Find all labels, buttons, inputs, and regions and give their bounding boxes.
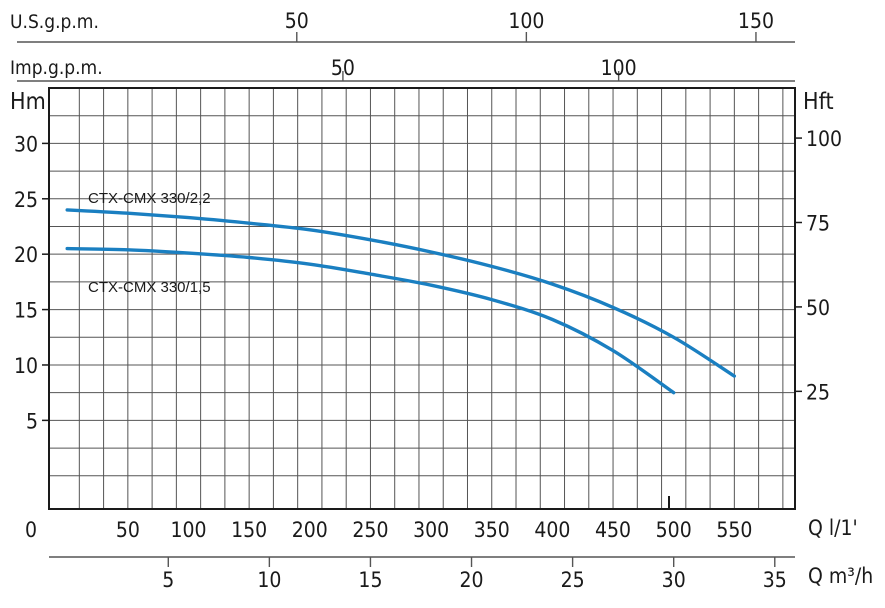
x-flow-lpm-tick-label: 350 [474, 518, 510, 542]
series-layer [65, 208, 736, 395]
y-left-tick-label: 15 [14, 299, 38, 323]
x-flow-m3h-tick-label: 20 [460, 568, 484, 592]
series-label-330-1-5: CTX-CMX 330/1,5 [88, 279, 211, 296]
x-flow-lpm-tick-label: 0 [25, 518, 37, 542]
y-left-ticks: 5 10 15 20 25 30 [14, 132, 49, 433]
us-gpm-tick-label: 50 [285, 9, 309, 33]
imp-gpm-tick-label: 50 [331, 56, 355, 80]
grid [49, 87, 795, 509]
y-left-tick-label: 30 [14, 132, 38, 156]
y-right-tick-label: 50 [806, 296, 830, 320]
y-left-tick-label: 10 [14, 354, 38, 378]
y-right-axis-label: Hft [803, 89, 834, 115]
us-gpm-tick-label: 100 [508, 9, 544, 33]
x-flow-m3h-tick-label: 35 [763, 568, 787, 592]
x-flow-m3h-tick-label: 5 [162, 568, 174, 592]
x-flow-m3h-tick-label: 15 [358, 568, 382, 592]
us-gpm-tick-label: 150 [738, 9, 774, 33]
x-flow-m3h-tick-label: 30 [662, 568, 686, 592]
x-flow-lpm-tick-label: 50 [116, 518, 140, 542]
y-left-tick-label: 25 [14, 188, 38, 212]
us-gpm-axis-label: U.S.g.p.m. [10, 11, 99, 33]
x-flow-lpm-tick-label: 550 [716, 518, 752, 542]
plot-frame [48, 87, 796, 510]
y-left-tick-label: 20 [14, 243, 38, 267]
y-right-tick-label: 100 [806, 127, 842, 151]
series-line-0 [65, 208, 736, 378]
x-flow-lpm-tick-label: 400 [534, 518, 570, 542]
x-flow-m3h-ticks: 5 10 15 20 25 30 35 [162, 557, 787, 592]
x-flow-lpm-tick-label: 300 [413, 518, 449, 542]
x-flow-lpm-tick-label: 200 [292, 518, 328, 542]
x-flow-lpm-tick-label: 150 [231, 518, 267, 542]
y-left-axis-label: Hm [10, 89, 46, 115]
x-flow-lpm-ticks: 0 50 100 150 200 250 300 350 400 450 500 550 [25, 518, 752, 542]
x-flow-lpm-tick-label: 450 [595, 518, 631, 542]
x-flow-m3h-tick-label: 10 [257, 568, 281, 592]
x-flow-m3h-tick-label: 25 [561, 568, 585, 592]
x-flow-m3h-unit-label: Q m³/h [808, 564, 873, 588]
series-label-330-2-2: CTX-CMX 330/2,2 [88, 190, 211, 207]
imp-gpm-tick-label: 100 [601, 56, 637, 80]
x-flow-lpm-tick-label: 250 [352, 518, 388, 542]
x-flow-lpm-unit-label: Q l/1' [808, 516, 858, 540]
imp-gpm-axis-label: Imp.g.p.m. [10, 57, 103, 79]
us-gpm-ticks: 50 100 150 [285, 9, 774, 42]
y-right-ticks: 25 50 75 100 [795, 127, 842, 404]
x-flow-lpm-tick-label: 100 [170, 518, 206, 542]
y-left-tick-label: 5 [26, 409, 38, 433]
series-line-1 [65, 246, 676, 395]
y-right-tick-label: 75 [806, 211, 830, 235]
y-right-tick-label: 25 [806, 380, 830, 404]
x-flow-lpm-tick-label: 500 [656, 518, 692, 542]
imp-gpm-ticks: 50 100 [331, 56, 637, 81]
